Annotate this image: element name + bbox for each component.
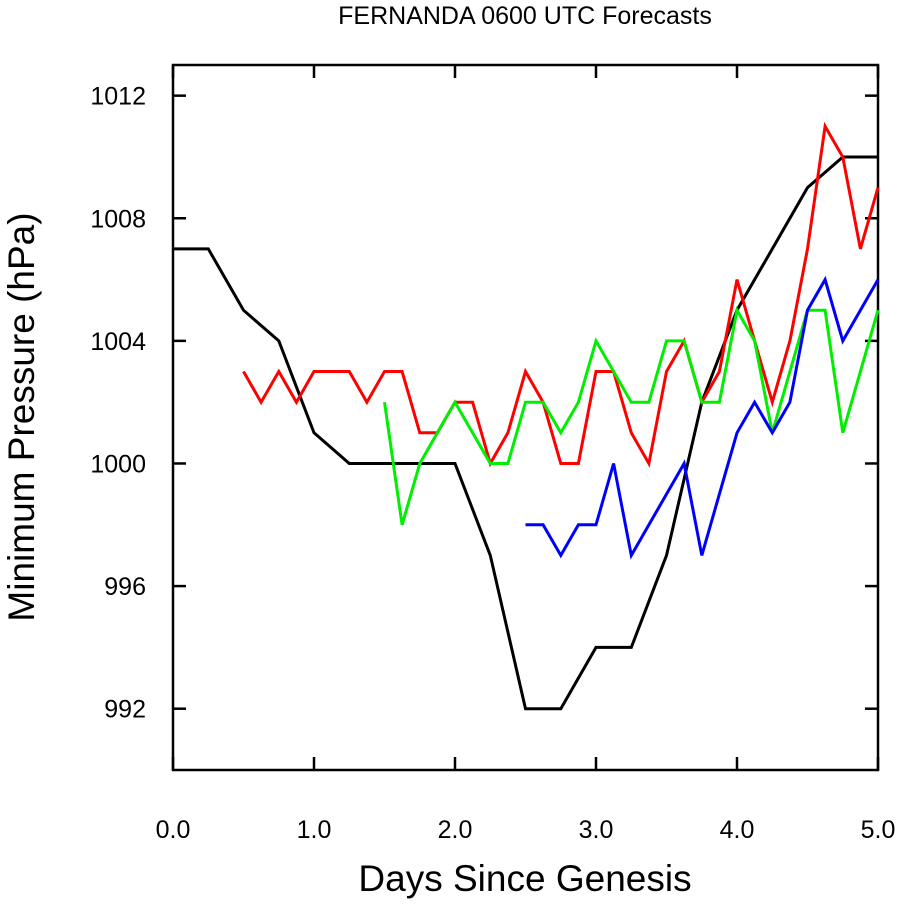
x-tick-label: 2.0 <box>438 816 473 844</box>
plot-frame <box>171 63 880 772</box>
series-line <box>173 155 878 711</box>
y-tick-label: 1012 <box>90 83 146 111</box>
series-layer <box>173 121 880 711</box>
x-axis-title: Days Since Genesis <box>358 858 691 899</box>
y-axis-ticks: 992 996 1000 1004 1008 1012 <box>90 83 878 724</box>
y-tick-label: 1004 <box>90 328 146 356</box>
series-line <box>383 305 880 526</box>
y-tick-label: 992 <box>104 696 146 724</box>
x-tick-label: 3.0 <box>579 816 614 844</box>
x-tick-label: 0.0 <box>156 816 191 844</box>
chart-title: FERNANDA 0600 UTC Forecasts <box>338 2 712 30</box>
x-tick-label: 1.0 <box>297 816 332 844</box>
series-line <box>242 121 880 468</box>
y-tick-label: 1000 <box>90 450 146 478</box>
series-line <box>525 275 880 560</box>
y-axis-title: Minimum Pressure (hPa) <box>1 212 42 621</box>
x-tick-label: 4.0 <box>720 816 755 844</box>
y-tick-label: 1008 <box>90 205 146 233</box>
x-tick-label: 5.0 <box>861 816 896 844</box>
x-axis-ticks: 0.0 1.0 2.0 3.0 4.0 5.0 <box>156 65 896 844</box>
y-tick-label: 996 <box>104 573 146 601</box>
